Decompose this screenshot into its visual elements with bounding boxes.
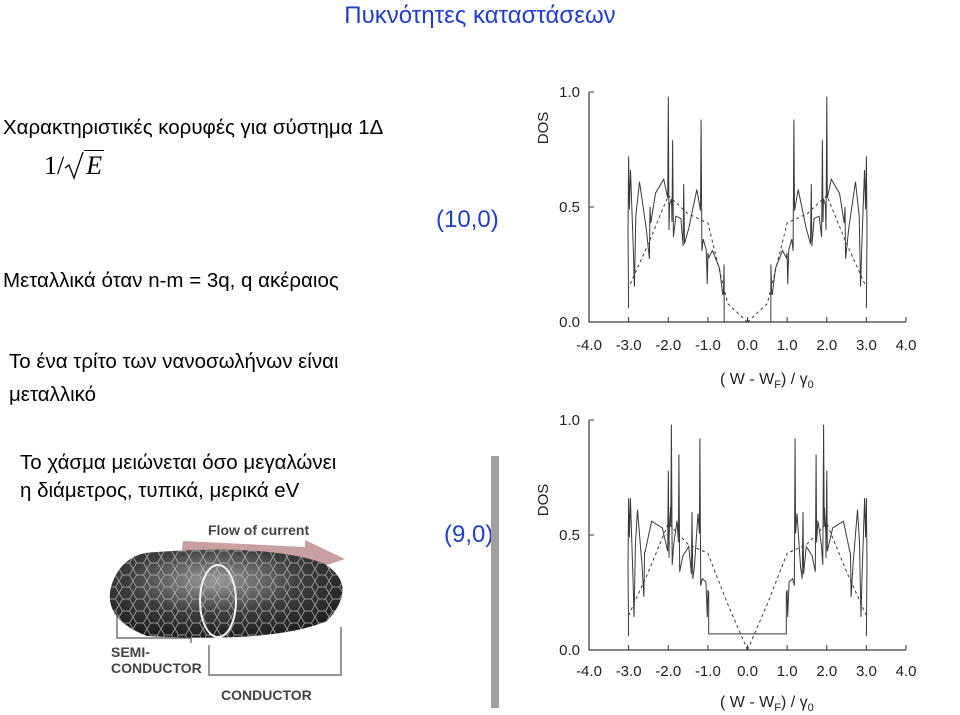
dos-x-axis-label: ( W - WF) / γ0 bbox=[720, 694, 814, 714]
gap-text-line1: Το χάσμα μειώνεται όσο μεγαλώνει bbox=[20, 451, 337, 474]
x-tick-label: -3.0 bbox=[616, 663, 642, 680]
y-tick-label: 0.0 bbox=[559, 314, 580, 331]
semiconductor-label-line2: CONDUCTOR bbox=[111, 660, 202, 676]
dos-curve-10-0 bbox=[588, 91, 907, 323]
slide-title: Πυκνότητες καταστάσεων bbox=[344, 2, 616, 29]
dos-dashed-line bbox=[747, 522, 867, 651]
metallic-fraction-line2: μεταλλικό bbox=[9, 383, 97, 406]
x-tick-label: 4.0 bbox=[896, 337, 917, 354]
plot-axes bbox=[588, 420, 906, 651]
tube-10-0-label: (10,0) bbox=[436, 206, 499, 233]
y-tick-label: 1.0 bbox=[559, 412, 580, 429]
metallic-fraction-line1: Το ένα τρίτο των νανοσωλήνων είναι bbox=[9, 350, 339, 373]
x-tick-label: -1.0 bbox=[695, 337, 721, 354]
dos-series-line bbox=[747, 96, 868, 323]
dos-dashed-line bbox=[628, 522, 748, 651]
divider-bar bbox=[491, 456, 499, 708]
x-tick-label: 3.0 bbox=[856, 663, 877, 680]
peaks-text: Χαρακτηριστικές κορυφές για σύστημα 1Δ bbox=[3, 116, 384, 139]
dos-x-axis-label: ( W - WF) / γ0 bbox=[720, 371, 814, 391]
dos-dashed-line bbox=[747, 194, 867, 323]
dos-series-line bbox=[627, 96, 748, 323]
x-tick-label: -3.0 bbox=[616, 337, 642, 354]
x-tick-label: -2.0 bbox=[655, 663, 681, 680]
conductor-label: CONDUCTOR bbox=[221, 687, 312, 703]
tube-9-0-label: (9,0) bbox=[444, 521, 494, 548]
x-tick-label: 3.0 bbox=[856, 337, 877, 354]
x-tick-label: 1.0 bbox=[777, 663, 798, 680]
dos-y-axis-label: DOS bbox=[535, 484, 552, 517]
x-tick-label: -2.0 bbox=[655, 337, 681, 354]
dos-curve-9-0 bbox=[588, 419, 907, 651]
dos-chart-10-0: -4.0 -3.0 -2.0 -1.0 0.0 1.0 2.0 3.0 4.0 0.0 0.5 1.… bbox=[535, 84, 917, 391]
x-tick-label: -1.0 bbox=[695, 663, 721, 680]
inverse-sqrt-formula: 1/E bbox=[44, 150, 105, 181]
x-tick-label: -4.0 bbox=[576, 663, 602, 680]
dos-series-line bbox=[627, 424, 748, 637]
nanotube-figure: Flow of current SEMI- CONDUCTOR CONDUCTO… bbox=[109, 522, 345, 703]
formula-variable: E bbox=[84, 150, 105, 180]
y-tick-label: 0.0 bbox=[559, 642, 580, 659]
junction-ring bbox=[199, 564, 237, 638]
x-tick-label: 2.0 bbox=[816, 337, 837, 354]
metallic-condition-text: Μεταλλικά όταν n-m = 3q, q ακέραιος bbox=[3, 269, 339, 292]
flow-of-current-label: Flow of current bbox=[208, 522, 309, 538]
x-tick-label: -4.0 bbox=[576, 337, 602, 354]
gap-text-line2: η διάμετρος, τυπικά, μερικά eV bbox=[20, 479, 300, 502]
dos-chart-9-0: -4.0 -3.0 -2.0 -1.0 0.0 1.0 2.0 3.0 4.0 0.0 0.5 1.… bbox=[535, 412, 917, 714]
sqrt-symbol-icon bbox=[64, 151, 84, 180]
x-tick-label: 2.0 bbox=[816, 663, 837, 680]
dos-dashed-line bbox=[628, 194, 748, 323]
x-tick-label: 1.0 bbox=[777, 337, 798, 354]
y-tick-label: 0.5 bbox=[559, 199, 580, 216]
x-tick-label: 0.0 bbox=[737, 663, 758, 680]
x-tick-label: 4.0 bbox=[896, 663, 917, 680]
y-tick-label: 1.0 bbox=[559, 84, 580, 101]
x-tick-label: 0.0 bbox=[737, 337, 758, 354]
dos-series-line bbox=[747, 424, 868, 637]
formula-prefix: 1/ bbox=[44, 151, 65, 180]
semiconductor-label-line1: SEMI- bbox=[111, 644, 150, 660]
dos-y-axis-label: DOS bbox=[535, 112, 552, 145]
y-tick-label: 0.5 bbox=[559, 527, 580, 544]
